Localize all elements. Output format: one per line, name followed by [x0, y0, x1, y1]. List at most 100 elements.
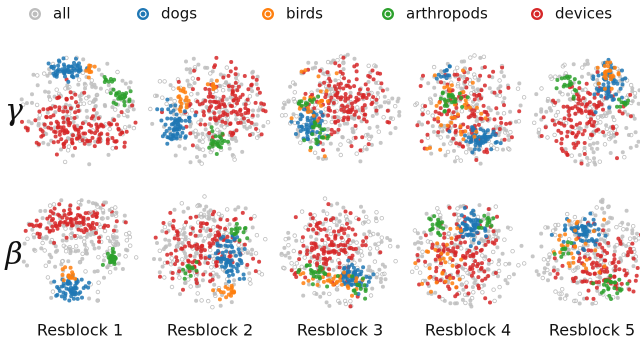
point — [47, 80, 52, 85]
point — [588, 143, 592, 147]
point — [458, 204, 463, 209]
point — [369, 102, 374, 107]
point — [80, 251, 85, 256]
point — [233, 216, 238, 221]
point — [208, 116, 213, 121]
point — [201, 221, 206, 226]
point — [336, 147, 340, 152]
point — [317, 124, 322, 128]
point — [329, 127, 334, 132]
point — [52, 240, 57, 245]
point — [318, 68, 323, 73]
point — [168, 96, 173, 101]
point — [203, 86, 208, 91]
point — [315, 130, 320, 135]
point — [565, 104, 570, 109]
point — [636, 101, 640, 106]
point — [603, 233, 608, 238]
point — [496, 261, 501, 267]
point — [442, 97, 447, 102]
point — [286, 251, 291, 255]
point — [54, 224, 59, 229]
point — [242, 247, 247, 251]
point — [162, 275, 167, 280]
point — [107, 208, 112, 212]
point — [63, 293, 68, 298]
point — [561, 84, 566, 89]
point — [177, 269, 182, 274]
point — [59, 137, 64, 142]
point — [40, 236, 45, 241]
point — [620, 95, 624, 100]
point — [111, 236, 116, 241]
point — [563, 232, 568, 237]
point — [594, 128, 599, 133]
point — [298, 250, 303, 255]
point — [545, 96, 551, 102]
point — [319, 110, 324, 115]
point — [337, 301, 342, 305]
point — [380, 284, 385, 289]
point — [95, 204, 100, 209]
point — [56, 63, 61, 68]
point — [455, 81, 461, 87]
point — [560, 287, 565, 292]
point — [261, 124, 266, 129]
point — [427, 275, 432, 280]
point — [423, 104, 428, 109]
point — [242, 242, 247, 247]
point — [256, 108, 261, 113]
point — [78, 97, 83, 102]
point — [364, 214, 369, 220]
point — [468, 302, 473, 307]
point — [375, 91, 380, 95]
point — [595, 70, 600, 75]
point — [259, 132, 264, 137]
point — [62, 220, 66, 225]
point — [348, 211, 353, 216]
point — [483, 296, 488, 301]
point — [209, 265, 214, 270]
point — [456, 269, 460, 274]
point — [184, 220, 188, 225]
point — [455, 245, 460, 250]
point — [474, 129, 479, 134]
point — [335, 201, 340, 206]
point — [194, 277, 199, 282]
point — [474, 93, 479, 98]
point — [289, 268, 294, 273]
point — [353, 123, 358, 128]
point — [490, 132, 495, 137]
point — [363, 112, 368, 117]
point — [246, 110, 251, 115]
point — [57, 59, 62, 64]
point — [461, 144, 466, 149]
point — [397, 110, 402, 114]
point — [231, 249, 236, 254]
point — [628, 145, 633, 150]
point — [62, 64, 67, 69]
point — [69, 116, 74, 120]
point — [445, 112, 450, 117]
point — [468, 226, 473, 231]
point — [629, 100, 634, 106]
point — [217, 297, 222, 302]
point — [607, 136, 612, 142]
point — [311, 241, 316, 246]
point — [87, 296, 92, 301]
point — [314, 292, 319, 296]
point — [78, 125, 83, 130]
point — [573, 244, 577, 249]
point — [216, 211, 221, 217]
point — [79, 277, 84, 282]
point — [360, 93, 365, 98]
point — [76, 206, 81, 211]
point — [80, 121, 85, 126]
point — [634, 144, 639, 148]
point — [385, 87, 390, 92]
point — [485, 112, 490, 117]
point — [626, 222, 631, 227]
point — [485, 150, 490, 155]
point — [241, 230, 246, 235]
point — [200, 278, 205, 283]
